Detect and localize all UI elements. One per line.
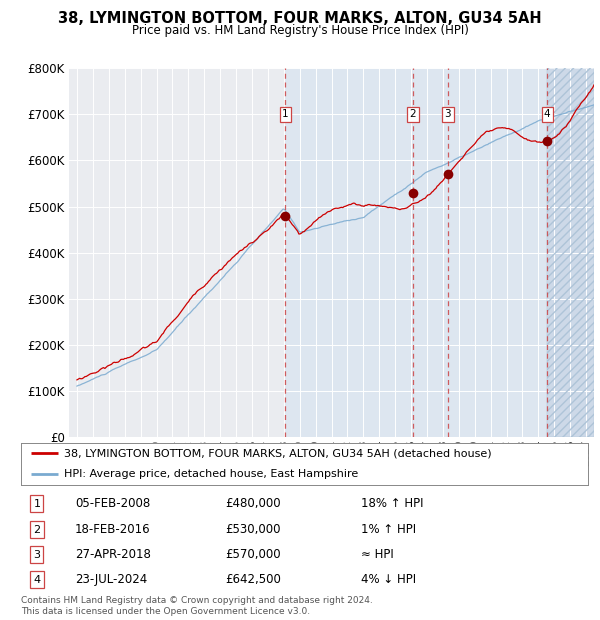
Bar — [285, 68, 547, 437]
Text: 3: 3 — [34, 549, 40, 560]
Text: 4: 4 — [34, 575, 40, 585]
Bar — [547, 68, 594, 437]
Text: 23-JUL-2024: 23-JUL-2024 — [75, 573, 147, 586]
Text: 3: 3 — [445, 109, 451, 119]
Text: Price paid vs. HM Land Registry's House Price Index (HPI): Price paid vs. HM Land Registry's House … — [131, 24, 469, 37]
Text: ≈ HPI: ≈ HPI — [361, 548, 394, 561]
Text: 27-APR-2018: 27-APR-2018 — [75, 548, 151, 561]
Text: £570,000: £570,000 — [225, 548, 281, 561]
Text: £530,000: £530,000 — [225, 523, 281, 536]
Text: 1: 1 — [34, 498, 40, 508]
Text: 1% ↑ HPI: 1% ↑ HPI — [361, 523, 416, 536]
Text: 18-FEB-2016: 18-FEB-2016 — [75, 523, 151, 536]
Text: 18% ↑ HPI: 18% ↑ HPI — [361, 497, 424, 510]
Text: 1: 1 — [282, 109, 289, 119]
Text: 2: 2 — [34, 525, 40, 534]
Text: 05-FEB-2008: 05-FEB-2008 — [75, 497, 150, 510]
Text: 38, LYMINGTON BOTTOM, FOUR MARKS, ALTON, GU34 5AH (detached house): 38, LYMINGTON BOTTOM, FOUR MARKS, ALTON,… — [64, 448, 491, 458]
Text: 4: 4 — [544, 109, 551, 119]
Bar — [547, 68, 594, 437]
Text: 2: 2 — [410, 109, 416, 119]
Text: £642,500: £642,500 — [225, 573, 281, 586]
Text: 38, LYMINGTON BOTTOM, FOUR MARKS, ALTON, GU34 5AH: 38, LYMINGTON BOTTOM, FOUR MARKS, ALTON,… — [58, 11, 542, 25]
Text: HPI: Average price, detached house, East Hampshire: HPI: Average price, detached house, East… — [64, 469, 358, 479]
Text: Contains HM Land Registry data © Crown copyright and database right 2024.
This d: Contains HM Land Registry data © Crown c… — [21, 596, 373, 616]
Text: £480,000: £480,000 — [225, 497, 281, 510]
Text: 4% ↓ HPI: 4% ↓ HPI — [361, 573, 416, 586]
